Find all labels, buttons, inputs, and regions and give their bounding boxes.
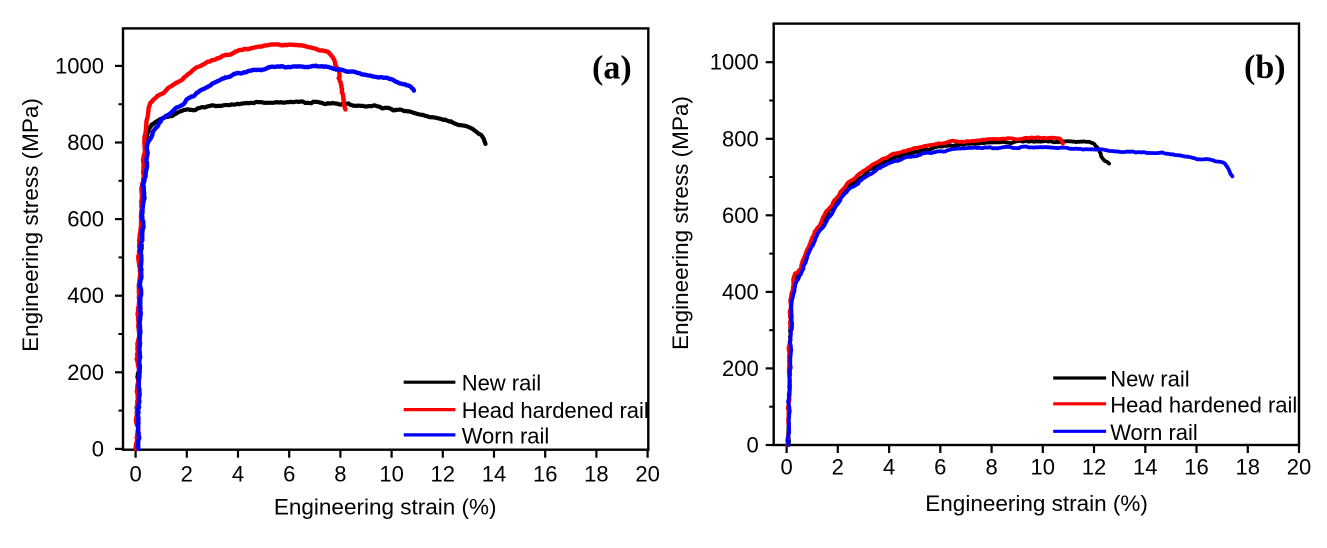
svg-text:Engineering strain (%): Engineering strain (%) <box>274 494 497 519</box>
svg-text:4: 4 <box>232 462 244 487</box>
svg-text:14: 14 <box>1133 455 1157 480</box>
svg-text:8: 8 <box>985 455 997 480</box>
svg-text:18: 18 <box>584 462 608 487</box>
svg-text:0: 0 <box>780 455 792 480</box>
svg-text:6: 6 <box>934 455 946 480</box>
svg-text:4: 4 <box>883 455 895 480</box>
svg-text:10: 10 <box>1031 455 1055 480</box>
svg-text:16: 16 <box>533 462 557 487</box>
svg-text:200: 200 <box>722 356 759 381</box>
svg-text:Engineering stress (MPa): Engineering stress (MPa) <box>18 98 43 352</box>
svg-text:400: 400 <box>722 279 759 304</box>
svg-text:10: 10 <box>379 462 403 487</box>
svg-text:Engineering strain (%): Engineering strain (%) <box>925 491 1148 516</box>
svg-text:1000: 1000 <box>710 50 759 75</box>
svg-text:16: 16 <box>1184 455 1208 480</box>
svg-text:800: 800 <box>722 126 759 151</box>
svg-text:Engineering stress (MPa): Engineering stress (MPa) <box>668 96 693 350</box>
svg-text:New rail: New rail <box>1110 367 1189 392</box>
svg-text:400: 400 <box>67 283 104 308</box>
svg-text:12: 12 <box>431 462 455 487</box>
svg-text:Head hardened rail: Head hardened rail <box>462 398 649 423</box>
svg-text:1000: 1000 <box>55 53 104 78</box>
svg-text:0: 0 <box>92 436 104 461</box>
svg-text:0: 0 <box>129 462 141 487</box>
svg-text:Worn rail: Worn rail <box>1110 420 1198 445</box>
svg-text:2: 2 <box>832 455 844 480</box>
svg-text:200: 200 <box>67 360 104 385</box>
svg-text:6: 6 <box>283 462 295 487</box>
svg-text:600: 600 <box>67 207 104 232</box>
svg-text:20: 20 <box>635 462 659 487</box>
svg-text:New rail: New rail <box>462 371 541 396</box>
svg-text:(b): (b) <box>1244 49 1286 86</box>
svg-text:12: 12 <box>1082 455 1106 480</box>
svg-text:18: 18 <box>1236 455 1260 480</box>
svg-text:800: 800 <box>67 130 104 155</box>
svg-text:8: 8 <box>334 462 346 487</box>
svg-text:600: 600 <box>722 203 759 228</box>
svg-text:0: 0 <box>746 433 758 458</box>
svg-text:2: 2 <box>181 462 193 487</box>
svg-text:20: 20 <box>1287 455 1311 480</box>
svg-text:Worn rail: Worn rail <box>462 423 550 448</box>
svg-text:(a): (a) <box>592 49 632 86</box>
svg-text:14: 14 <box>482 462 506 487</box>
svg-text:Head hardened rail: Head hardened rail <box>1110 392 1297 417</box>
